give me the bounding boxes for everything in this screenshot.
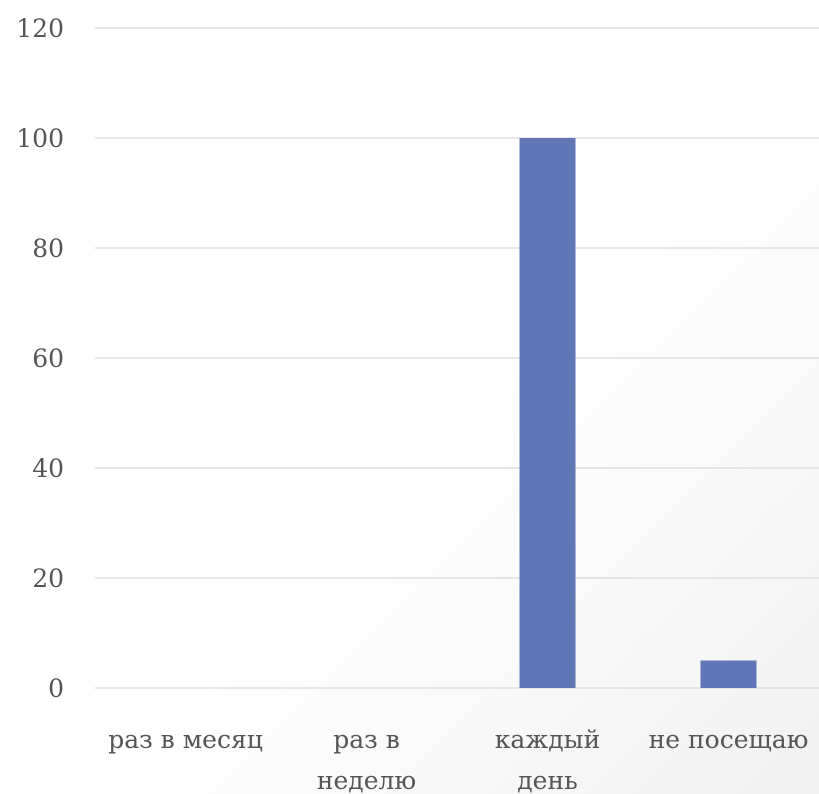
x-category-label: раз в неделю [317,725,416,794]
x-category-label-line: раз в месяц [108,725,263,754]
y-tick-label: 100 [16,124,64,153]
y-axis-tick-labels: 0 20 40 60 80 100 120 [16,14,64,703]
y-tick-label: 80 [32,234,64,263]
y-tick-label: 20 [32,564,64,593]
y-tick-label: 0 [48,674,64,703]
x-category-label: каждый день [495,725,600,794]
x-category-label-line: неделю [317,766,416,794]
x-axis-category-labels: раз в месяц раз в неделю каждый день не посещ… [108,725,808,794]
x-category-label-line: не посещаю [649,725,809,754]
x-category-label-line: каждый [495,725,600,754]
bar-4 [700,660,757,688]
y-tick-label: 40 [32,454,64,483]
x-category-label-line: день [517,766,577,794]
y-tick-label: 60 [32,344,64,373]
x-category-label: раз в месяц [108,725,263,754]
y-tick-label: 120 [16,14,64,43]
bar-3 [519,138,576,688]
x-category-label: не посещаю [649,725,809,754]
bars [519,138,757,688]
gridlines [95,27,819,689]
x-category-label-line: раз в [333,725,400,754]
